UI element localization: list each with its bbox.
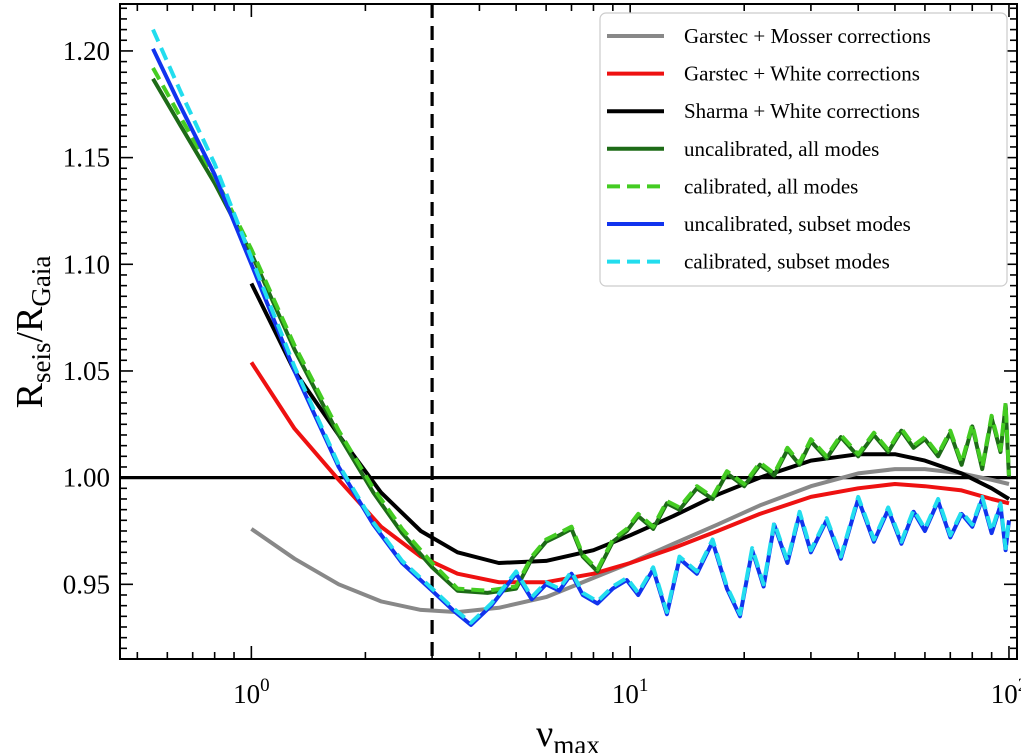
plot-frame xyxy=(119,3,1018,660)
tick-marks xyxy=(120,4,1017,659)
reference-lines xyxy=(120,4,1017,659)
y-tick-label: 1.15 xyxy=(63,143,110,173)
y-tick-label: 1.00 xyxy=(63,463,110,493)
series-line-5 xyxy=(151,67,1011,593)
legend-box xyxy=(599,12,1008,287)
series-line-7 xyxy=(151,28,1011,625)
series-line-3 xyxy=(249,282,1011,565)
x-axis-label-sub: max xyxy=(553,730,600,753)
x-tick-label-exponent: 1 xyxy=(639,675,649,696)
x-tick-label-base: 10 xyxy=(233,679,260,709)
y-axis-label-sub1: seis xyxy=(26,343,56,384)
legend-label-7: calibrated, subset modes xyxy=(684,250,890,274)
legend-label-1: Garstec + Mosser corrections xyxy=(684,24,931,48)
series-line-2 xyxy=(249,361,1010,585)
series-layer xyxy=(151,28,1011,627)
legend-label-5: calibrated, all modes xyxy=(684,174,858,198)
x-tick-label: 102 xyxy=(991,675,1021,709)
legend-label-2: Garstec + White corrections xyxy=(684,62,920,86)
legend-item: calibrated, all modes xyxy=(607,174,858,198)
y-axis-label-r1: R xyxy=(9,382,51,408)
y-axis-label: Rseis/RGaia xyxy=(9,256,56,409)
x-tick-label: 100 xyxy=(233,675,270,709)
x-tick-label-exponent: 0 xyxy=(260,675,270,696)
y-axis-label-sub2: Gaia xyxy=(26,256,56,307)
x-tick-label-exponent: 2 xyxy=(1018,675,1021,696)
legend-item: uncalibrated, all modes xyxy=(607,137,879,161)
legend-label-6: uncalibrated, subset modes xyxy=(684,212,911,236)
legend-item: Garstec + White corrections xyxy=(607,62,920,86)
y-axis-label-r2: R xyxy=(9,306,51,332)
legend-label-4: uncalibrated, all modes xyxy=(684,137,879,161)
y-axis-label-slash: / xyxy=(9,332,51,343)
x-tick-label: 101 xyxy=(612,675,649,709)
y-tick-label: 1.10 xyxy=(63,249,110,279)
x-tick-label-base: 10 xyxy=(991,679,1018,709)
legend-item: Sharma + White corrections xyxy=(607,99,920,123)
legend: Garstec + Mosser corrections Garstec + Wh… xyxy=(599,12,1008,287)
y-tick-label: 0.95 xyxy=(63,569,110,599)
legend-item: calibrated, subset modes xyxy=(607,250,890,274)
legend-label-3: Sharma + White corrections xyxy=(684,99,920,123)
tick-labels: 1001011020.951.001.051.101.151.20 xyxy=(63,36,1021,709)
x-axis-label: νmax xyxy=(536,713,600,753)
series-line-1 xyxy=(250,467,1010,615)
legend-item: uncalibrated, subset modes xyxy=(607,212,911,236)
y-tick-label: 1.05 xyxy=(63,356,110,386)
legend-item: Garstec + Mosser corrections xyxy=(607,24,931,48)
y-tick-label: 1.20 xyxy=(63,36,110,66)
x-axis-label-main: ν xyxy=(536,713,553,753)
x-tick-label-base: 10 xyxy=(612,679,639,709)
